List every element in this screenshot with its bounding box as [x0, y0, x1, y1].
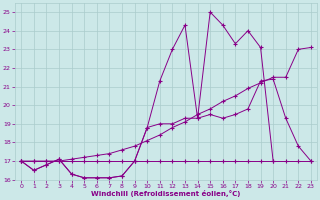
X-axis label: Windchill (Refroidissement éolien,°C): Windchill (Refroidissement éolien,°C) [92, 190, 241, 197]
